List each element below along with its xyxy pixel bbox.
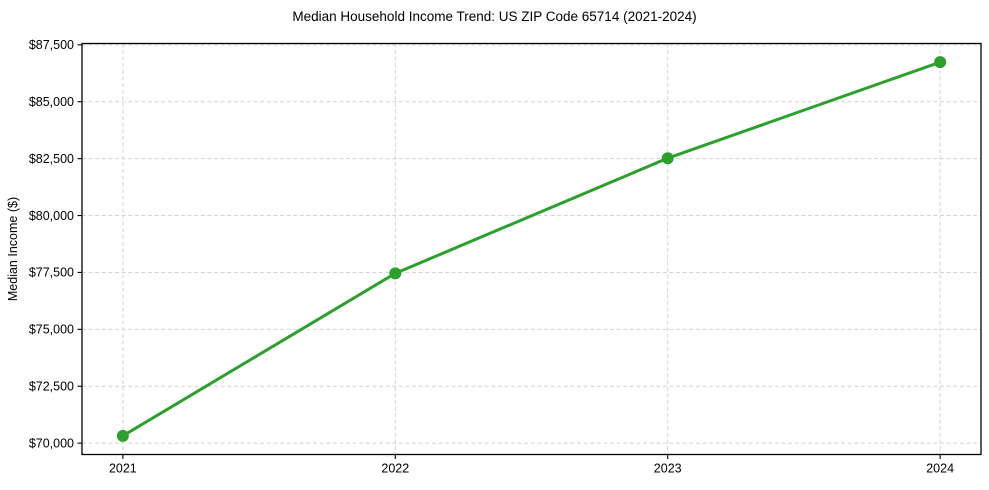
y-tick-label: $85,000	[29, 95, 74, 109]
income-trend-line	[121, 60, 942, 438]
plot-border	[81, 42, 982, 456]
x-tick-label: 2023	[654, 462, 682, 476]
y-tick-label: $82,500	[29, 152, 74, 166]
data-point	[389, 267, 402, 280]
chart-title: Median Household Income Trend: US ZIP Co…	[292, 9, 697, 24]
x-tick-label: 2021	[109, 462, 137, 476]
data-point	[934, 56, 947, 69]
y-tick-label: $87,500	[29, 38, 74, 52]
y-tick-label: $72,500	[29, 380, 74, 394]
y-tick-label: $80,000	[29, 209, 74, 223]
y-axis-label: Median Income ($)	[6, 196, 20, 302]
y-tick-label: $70,000	[29, 436, 74, 450]
y-tick-label: $77,500	[29, 266, 74, 280]
x-tick-label: 2022	[381, 462, 409, 476]
y-tick-label: $75,000	[29, 323, 74, 337]
data-point	[116, 429, 129, 442]
data-point	[661, 152, 674, 165]
x-tick-label: 2024	[926, 462, 954, 476]
